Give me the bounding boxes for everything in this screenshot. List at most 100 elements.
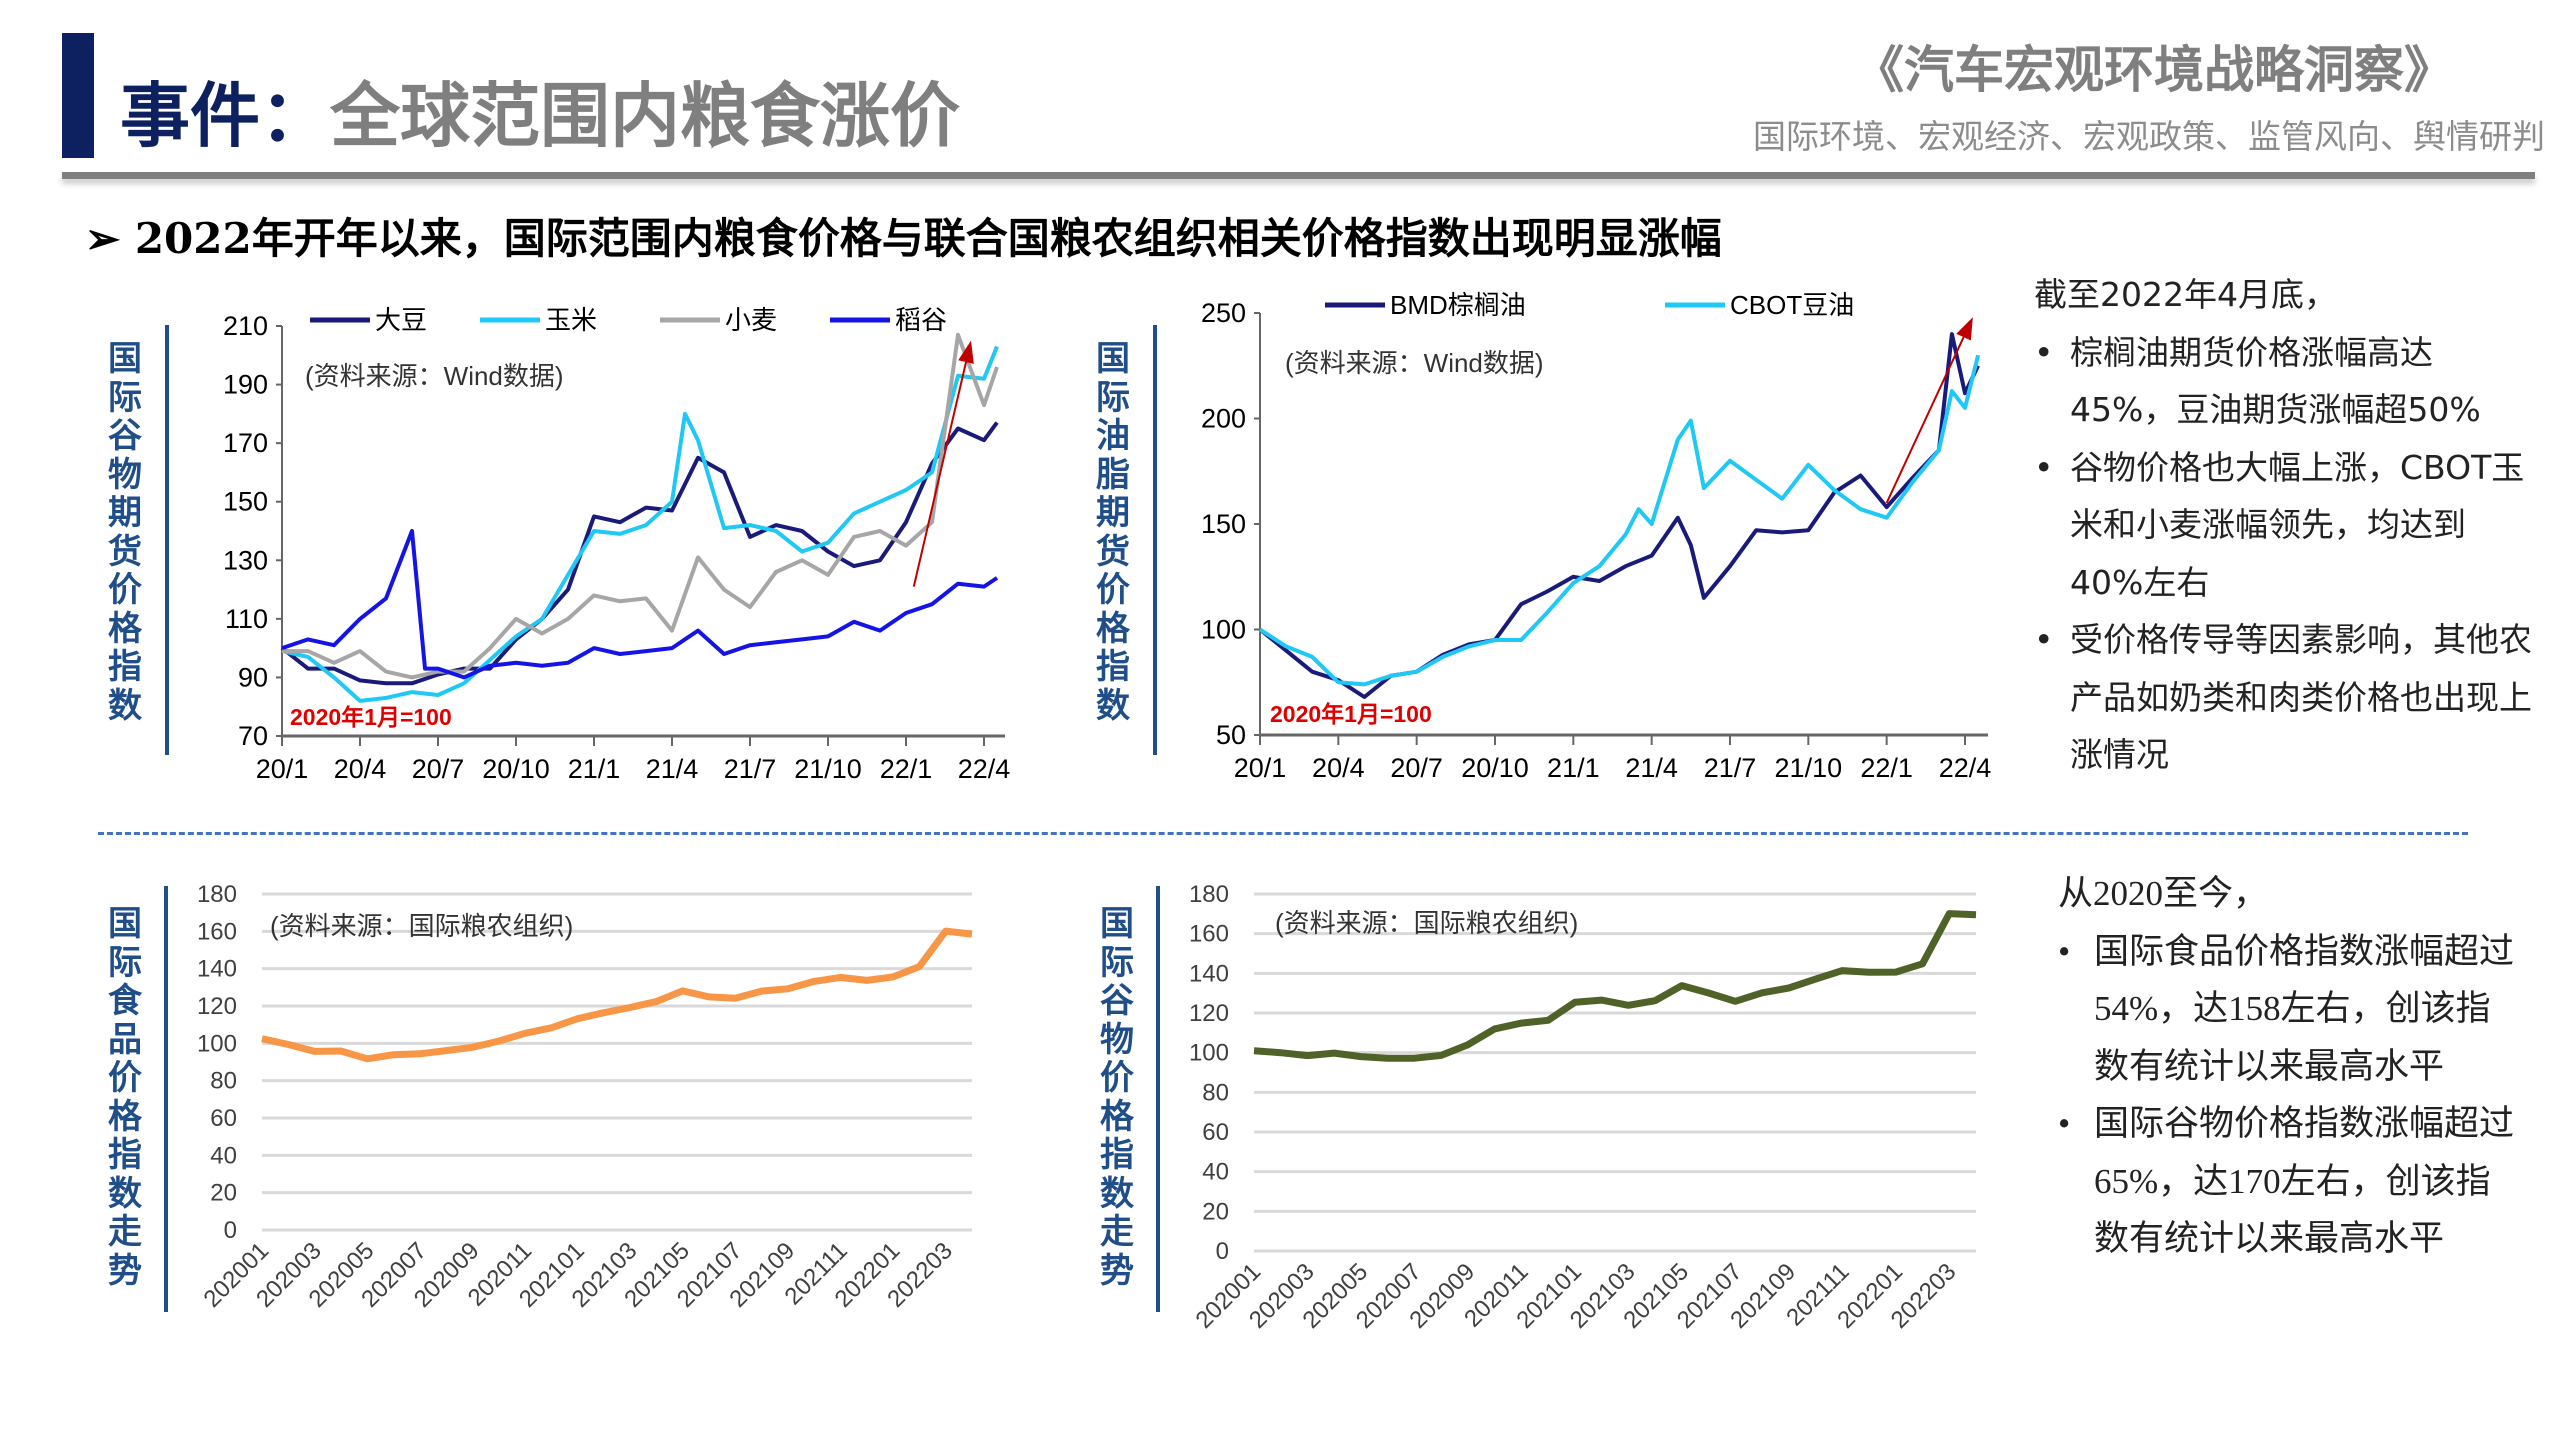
x-tick-label: 21/4 — [646, 754, 699, 784]
y-tick-label: 120 — [197, 993, 237, 1020]
header-divider — [62, 172, 2535, 179]
y-tick-label: 140 — [1189, 960, 1229, 987]
chart-food: 0204060801001201401601802020012020032020… — [197, 881, 973, 1313]
y-tick-label: 80 — [1202, 1079, 1229, 1106]
base-annotation: 2020年1月=100 — [290, 704, 452, 730]
x-tick-label: 22/4 — [958, 754, 1011, 784]
y-tick-label: 60 — [210, 1105, 237, 1132]
y-tick-label: 90 — [238, 662, 268, 692]
label-bar — [1156, 886, 1160, 1312]
note-item: 谷物价格也大幅上涨，CBOT玉米和小麦涨幅领先，均达到40%左右 — [2034, 439, 2534, 612]
y-tick-label: 180 — [197, 881, 237, 908]
title-accent-bar — [62, 33, 94, 158]
y-tick-label: 190 — [223, 370, 268, 400]
series-line-1 — [1258, 354, 1981, 687]
y-tick-label: 60 — [1202, 1119, 1229, 1146]
y-tick-label: 160 — [1189, 921, 1229, 948]
y-tick-label: 170 — [223, 428, 268, 458]
chart-grain: 70 90 110 130 150 170 190 210 20/1 20/4 20/7 20/10 2… — [223, 305, 1010, 784]
x-tick-label: 21/4 — [1625, 753, 1678, 783]
legend-label: 稻谷 — [895, 305, 947, 335]
chart-ylabel: 国际谷物价格指数走势 — [1100, 904, 1134, 1291]
arrow-head-icon — [1956, 317, 1973, 341]
x-tick-label: 21/1 — [568, 754, 621, 784]
y-tick-label: 100 — [197, 1030, 237, 1057]
y-tick-label: 0 — [1216, 1238, 1229, 1265]
note-item: 棕榈油期货价格涨幅高达45%，豆油期货涨幅超50% — [2034, 324, 2534, 439]
x-tick-label: 21/10 — [1775, 753, 1843, 783]
y-tick-label: 110 — [225, 604, 268, 634]
y-tick-label: 200 — [1201, 404, 1246, 434]
source-note: (资料来源：Wind数据) — [1285, 348, 1544, 378]
notes-intro: 从2020至今， — [2058, 874, 2269, 913]
chart-cereal: 0204060801001201401601802020012020032020… — [1189, 881, 1977, 1334]
x-tick-label: 21/7 — [1704, 753, 1757, 783]
note-item: 国际谷物价格指数涨幅超过65%，达170左右，创该指数有统计以来最高水平 — [2058, 1095, 2518, 1268]
x-tick-label: 22/4 — [1939, 753, 1992, 783]
page-title: 事件：全球范围内粮食涨价 — [120, 60, 960, 161]
x-tick-label: 22/1 — [880, 754, 933, 784]
y-tick-label: 100 — [1201, 615, 1246, 645]
y-tick-label: 40 — [1202, 1159, 1229, 1186]
title-prefix: 事件： — [120, 75, 330, 157]
brand-subtitle: 国际环境、宏观经济、宏观政策、监管风向、舆情研判 — [1753, 117, 2545, 156]
notes-intro: 截至2022年4月底， — [2034, 275, 2337, 314]
y-tick-label: 20 — [1202, 1198, 1229, 1225]
series-line-3 — [281, 529, 999, 680]
y-tick-label: 40 — [210, 1142, 237, 1169]
source-note: (资料来源：国际粮农组织) — [1275, 908, 1578, 938]
y-tick-label: 70 — [238, 721, 268, 751]
y-tick-label: 250 — [1201, 298, 1246, 328]
legend-label: CBOT豆油 — [1730, 290, 1854, 320]
source-note: (资料来源：Wind数据) — [305, 361, 564, 391]
y-tick-label: 50 — [1216, 720, 1246, 750]
series-line-2 — [282, 332, 999, 680]
chart-ylabel: 国际油脂期货价格指数 — [1096, 339, 1130, 726]
y-tick-label: 20 — [210, 1180, 237, 1207]
x-tick-label: 20/1 — [256, 754, 309, 784]
y-tick-label: 140 — [197, 956, 237, 983]
y-tick-label: 180 — [1189, 881, 1229, 908]
y-tick-label: 160 — [197, 918, 237, 945]
legend-label: 玉米 — [545, 305, 597, 335]
y-tick-label: 0 — [224, 1217, 237, 1244]
x-tick-label: 22/1 — [1860, 753, 1913, 783]
bottom-notes: 从2020至今， 国际食品价格指数涨幅超过54%，达158左右，创该指数有统计以… — [2058, 865, 2518, 1268]
legend-label: 小麦 — [725, 305, 777, 335]
base-annotation: 2020年1月=100 — [1270, 701, 1432, 727]
y-tick-label: 150 — [223, 487, 268, 517]
section-divider — [98, 832, 2468, 835]
y-tick-label: 150 — [1201, 509, 1246, 539]
series-line-1 — [281, 345, 999, 703]
arrow-head-icon — [958, 340, 974, 364]
x-tick-label: 20/10 — [482, 754, 550, 784]
x-tick-label: 20/7 — [412, 754, 465, 784]
x-tick-label: 20/4 — [1312, 753, 1365, 783]
x-tick-label: 20/4 — [334, 754, 387, 784]
series-line-0 — [1253, 910, 1977, 1062]
x-tick-label: 20/10 — [1461, 753, 1529, 783]
legend-label: BMD棕榈油 — [1390, 290, 1526, 320]
chart-ylabel: 国际谷物期货价格指数 — [108, 339, 142, 726]
trend-arrow — [1885, 336, 1965, 504]
series-line-0 — [1258, 332, 1980, 699]
source-note: (资料来源：国际粮农组织) — [270, 911, 573, 941]
label-bar — [1153, 325, 1157, 755]
right-notes: 截至2022年4月底， 棕榈油期货价格涨幅高达45%，豆油期货涨幅超50% 谷物… — [2034, 266, 2534, 784]
label-bar — [164, 886, 168, 1312]
y-tick-label: 80 — [210, 1068, 237, 1095]
legend-label: 大豆 — [375, 305, 427, 335]
y-tick-label: 210 — [223, 311, 268, 341]
series-line-0 — [261, 927, 973, 1063]
y-tick-label: 100 — [1189, 1040, 1229, 1067]
x-tick-label: 20/1 — [1234, 753, 1287, 783]
series-line-0 — [280, 421, 999, 686]
y-tick-label: 130 — [223, 545, 268, 575]
brand-title: 《汽车宏观环境战略洞察》 — [1854, 41, 2454, 99]
note-item: 受价格传导等因素影响，其他农产品如奶类和肉类价格也出现上涨情况 — [2034, 611, 2534, 784]
x-tick-label: 21/10 — [794, 754, 862, 784]
headline: ➢ 2022年开年以来，国际范围内粮食价格与联合国粮农组织相关价格指数出现明显涨… — [85, 214, 1722, 263]
x-tick-label: 21/7 — [724, 754, 777, 784]
x-tick-label: 21/1 — [1547, 753, 1600, 783]
